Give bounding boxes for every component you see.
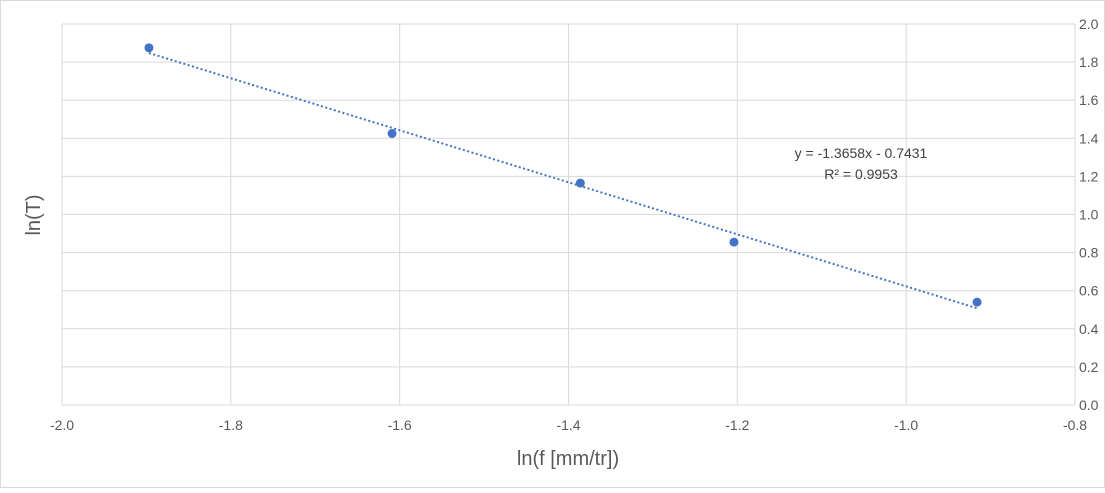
data-points xyxy=(144,43,982,307)
data-point xyxy=(729,237,739,247)
y-tick-label: 1.2 xyxy=(1079,168,1099,184)
x-tick-label: -2.0 xyxy=(50,417,74,433)
y-tick-label: 1.8 xyxy=(1079,54,1099,70)
y-tick-label: 0.4 xyxy=(1079,321,1099,337)
y-tick-label: 0.6 xyxy=(1079,283,1099,299)
y-tick-label: 0.8 xyxy=(1079,245,1099,261)
x-tick-label: -1.8 xyxy=(219,417,243,433)
trendline-equation: y = -1.3658x - 0.7431 xyxy=(795,145,928,161)
y-tick-labels: 0.0 0.2 0.4 0.6 0.8 1.0 1.2 1.4 1.6 1.8 2.0 xyxy=(1079,16,1099,413)
data-point xyxy=(387,129,397,139)
x-tick-label: -1.6 xyxy=(388,417,412,433)
x-tick-label: -1.4 xyxy=(556,417,580,433)
x-tick-label: -1.2 xyxy=(725,417,749,433)
gridlines xyxy=(61,23,1076,406)
y-tick-label: 2.0 xyxy=(1079,16,1099,32)
data-point xyxy=(972,297,982,307)
y-tick-label: 0.0 xyxy=(1079,397,1099,413)
y-axis-title: ln(T) xyxy=(23,194,45,235)
y-tick-label: 1.4 xyxy=(1079,130,1099,146)
trendline xyxy=(148,52,978,310)
y-tick-label: 0.2 xyxy=(1079,359,1099,375)
x-tick-labels: -2.0 -1.8 -1.6 -1.4 -1.2 -1.0 -0.8 xyxy=(50,417,1087,433)
data-point xyxy=(575,178,585,188)
trendline-layer xyxy=(148,52,978,310)
y-tick-label: 1.6 xyxy=(1079,92,1099,108)
x-axis-title: ln(f [mm/tr]) xyxy=(517,448,619,470)
r-squared-label: R² = 0.9953 xyxy=(824,166,898,182)
x-tick-label: -0.8 xyxy=(1063,417,1087,433)
y-tick-label: 1.0 xyxy=(1079,207,1099,223)
x-tick-label: -1.0 xyxy=(894,417,918,433)
data-point xyxy=(144,43,154,53)
